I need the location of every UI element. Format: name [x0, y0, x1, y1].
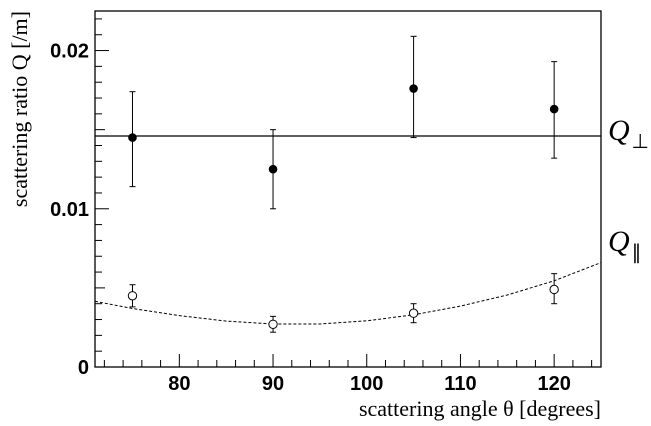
y-tick-label: 0.01 [50, 199, 89, 221]
x-tick-label: 100 [350, 373, 383, 395]
x-tick-label: 90 [262, 373, 284, 395]
q-perp-subscript: ⊥ [632, 129, 649, 153]
q-parallel-symbol: Q [608, 225, 630, 258]
y-tick-label: 0 [78, 357, 89, 379]
q-perp-data-point [128, 133, 137, 142]
q-parallel-data-point [408, 308, 419, 318]
q-perp-label: Q ⊥ [608, 114, 649, 153]
axis-ticks [95, 18, 593, 368]
x-axis-title: scattering angle θ [degrees] [359, 396, 601, 421]
q-perp-data-point [268, 164, 278, 174]
x-tick-label: 80 [168, 373, 190, 395]
x-tick-label: 120 [537, 373, 570, 395]
q-parallel-subscript: ∥ [632, 240, 642, 264]
q-perp-data-point [549, 104, 559, 114]
data-markers [127, 35, 559, 333]
fit-curves [94, 135, 602, 325]
q-parallel-label: Q ∥ [608, 225, 642, 264]
y-axis-title: scattering ratio Q [/m] [7, 11, 32, 207]
q-perp-symbol: Q [608, 114, 630, 147]
y-tick-label: 0.02 [50, 41, 89, 63]
q-perp-data-point [409, 84, 418, 93]
q-parallel-data-point [549, 284, 559, 295]
q-parallel-fit-curve [94, 262, 602, 325]
q-parallel-data-point [268, 319, 278, 329]
x-tick-label: 110 [444, 373, 476, 395]
plot-frame [94, 10, 602, 368]
q-parallel-data-point [127, 291, 138, 301]
axis-tick-labels: 80 90 100 110 120 0 0.01 0.02 [50, 41, 571, 395]
